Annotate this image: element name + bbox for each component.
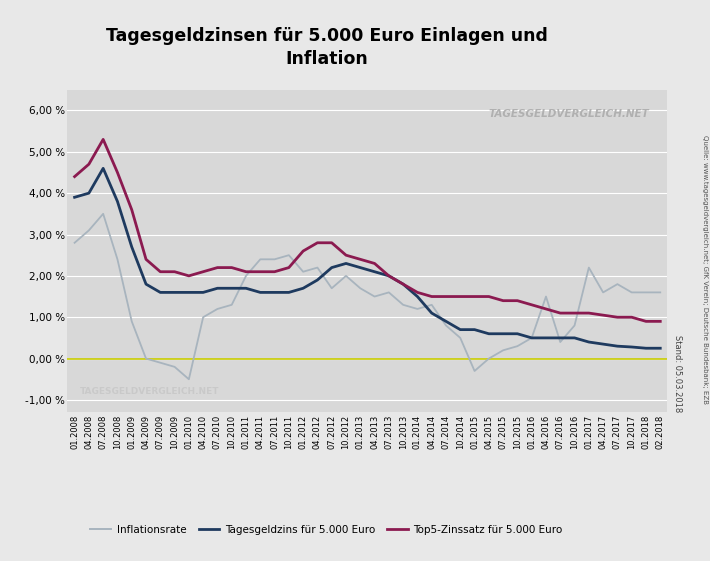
Legend: Inflationsrate, Tagesgeldzins für 5.000 Euro, Top5-Zinssatz für 5.000 Euro: Inflationsrate, Tagesgeldzins für 5.000 … xyxy=(87,521,567,539)
Text: Quelle: www.tagesgeldvergleich.net; GfK Verein; Deutsche Bundesbank; EZB: Quelle: www.tagesgeldvergleich.net; GfK … xyxy=(702,135,708,404)
Text: TAGESGELDVERGLEICH.NET: TAGESGELDVERGLEICH.NET xyxy=(488,109,650,119)
Text: Tagesgeldzinsen für 5.000 Euro Einlagen und
Inflation: Tagesgeldzinsen für 5.000 Euro Einlagen … xyxy=(106,27,547,68)
Text: Stand: 05.03.2018: Stand: 05.03.2018 xyxy=(673,335,682,412)
Text: TAGESGELDVERGLEICH.NET: TAGESGELDVERGLEICH.NET xyxy=(80,387,219,396)
